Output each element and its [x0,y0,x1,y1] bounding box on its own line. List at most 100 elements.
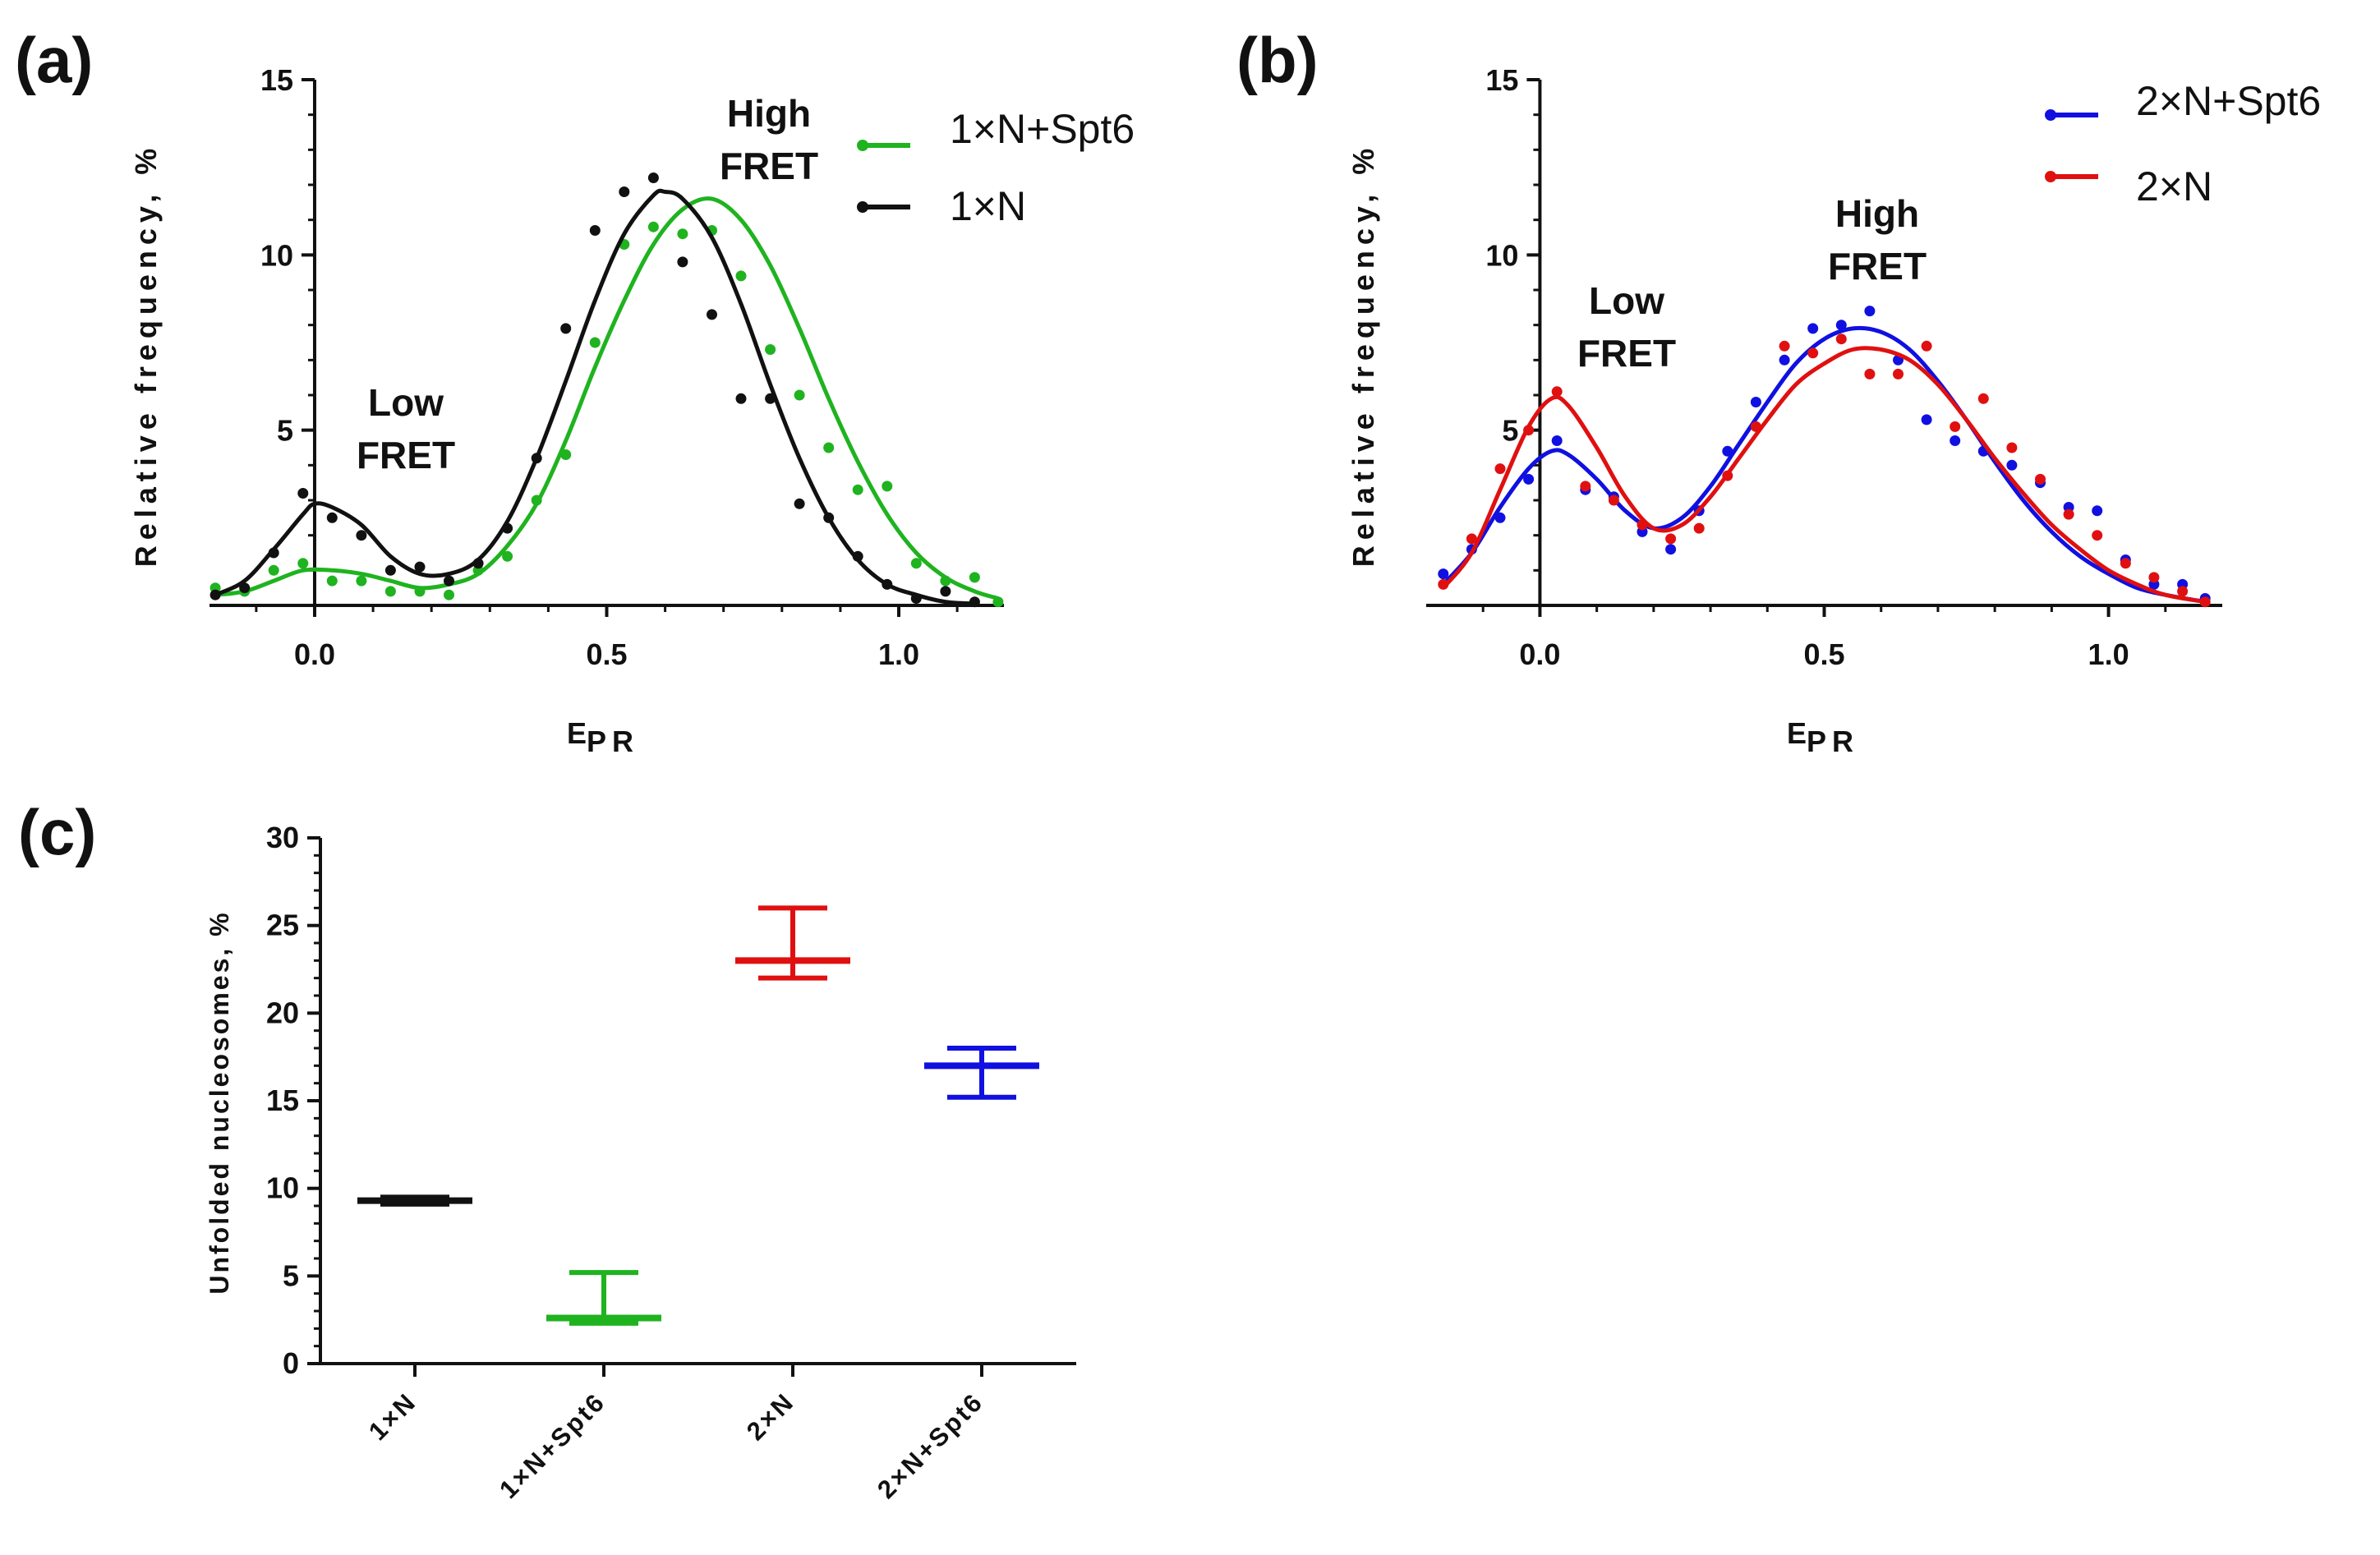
chart-c-category-label-2xn: 2×N [741,1387,800,1446]
chart-a-fit-line-1xn-spt6 [214,196,999,600]
chart-a-point-1xn-spt6 [677,228,688,240]
chart-c-group-1xn [357,1194,472,1207]
chart-c-category-label-1xn-spt6: 1×N+Spt6 [494,1387,611,1504]
chart-b-annotation-low-fret-line2: FRET [1577,332,1676,375]
chart-b-point-2xn-spt6 [1950,435,1961,446]
chart-a-point-1xn [502,522,513,534]
chart-a-point-1xn-spt6 [356,575,367,587]
chart-b-point-2xn [2006,442,2018,453]
chart-b-point-2xn-spt6 [1864,306,1876,317]
chart-c-axes: 0 5 10 15 20 25 30 1×N 1×N+Spt6 2×N 2×N+Spt6 [266,821,1076,1504]
chart-b-legend: 2×N+Spt6 2×N [2045,78,2321,209]
chart-c-y-tick-label: 20 [266,996,299,1029]
chart-c-y-tick-label: 30 [266,821,299,854]
chart-a-point-1xn [560,323,572,334]
chart-b-legend-label-2xn: 2×N [2136,163,2212,209]
chart-a-point-1xn [531,453,542,464]
chart-c-y-tick-label: 10 [266,1171,299,1205]
chart-c-category-label-2xn-spt6: 2×N+Spt6 [872,1387,989,1504]
chart-a-point-1xn [910,593,922,604]
chart-b-fit-line-2xn-spt6 [1441,325,2206,605]
chart-c: 0 5 10 15 20 25 30 1×N 1×N+Spt6 2×N 2×N+Spt6 Unfol… [205,821,1076,1504]
chart-a-point-1xn [472,558,484,569]
chart-a-point-1xn-spt6 [882,481,893,492]
chart-a-point-1xn [209,589,221,600]
chart-a-xlabel-subscript: PR [587,725,639,758]
chart-a-point-1xn [444,575,454,587]
chart-a-point-1xn-spt6 [502,550,513,562]
chart-b-point-2xn [1693,522,1705,534]
chart-a-point-1xn [852,550,863,562]
chart-b-x-tick-label: 1.0 [2088,637,2129,671]
chart-a-axes: 0.0 0.5 1.0 5 10 15 [209,63,1004,671]
chart-a-point-1xn-spt6 [765,344,776,355]
chart-a-point-1xn-spt6 [384,586,396,597]
chart-b-annotation-high-fret-line1: High [1835,192,1919,235]
chart-a-point-1xn [326,512,338,523]
chart-c-y-tick-label: 25 [266,909,299,942]
chart-b-xlabel-subscript: PR [1807,725,1859,758]
chart-b-ylabel: Relative frequency, % [1347,143,1380,567]
panel-label-c: (c) [18,796,96,868]
chart-a-legend: 1×N+Spt6 1×N [857,106,1135,229]
chart-b-point-2xn-spt6 [1494,512,1506,523]
chart-a-xlabel: E [567,716,592,750]
chart-a-legend-label-1xn-spt6: 1×N+Spt6 [950,106,1135,152]
chart-b-point-2xn-spt6 [1665,544,1677,555]
chart-a-point-1xn-spt6 [647,221,659,232]
chart-b: 0.0 0.5 1.0 5 10 15 Relative frequency, % E P… [1347,63,2321,758]
chart-b-point-2xn [2120,558,2131,569]
chart-b-point-2xn-spt6 [1835,320,1847,331]
chart-a-point-1xn-spt6 [969,572,980,583]
chart-c-y-tick-label: 0 [283,1346,299,1380]
chart-b-point-2xn-spt6 [1523,473,1535,485]
chart-a-legend-marker-1xn [857,201,868,213]
chart-b-point-2xn-spt6 [1551,435,1563,446]
chart-a-x-tick-label: 1.0 [878,637,919,671]
chart-a-point-1xn [589,225,601,236]
chart-a-point-1xn-spt6 [326,575,338,587]
chart-c-group-2xn [735,905,850,981]
chart-a-ylabel: Relative frequency, % [129,143,163,567]
chart-b-fit-line-2xn [1441,346,2206,605]
chart-b-x-tick-label: 0.5 [1803,637,1844,671]
chart-a-point-1xn-spt6 [444,589,454,600]
chart-b-point-2xn [1722,470,1733,481]
chart-a-point-1xn [619,186,630,197]
chart-c-y-tick-label: 15 [266,1083,299,1117]
chart-a-point-1xn [268,547,279,559]
chart-c-plot-area [357,905,1039,1326]
chart-a-point-1xn [647,173,659,183]
chart-b-legend-marker-2xn [2045,171,2056,182]
chart-b-point-2xn [1977,393,1989,404]
chart-a-legend-item-1xn-spt6: 1×N+Spt6 [857,106,1135,152]
chart-a-point-1xn-spt6 [735,270,747,282]
chart-a-annotation-low-fret-line1: Low [368,381,444,424]
chart-a-point-1xn [882,578,893,590]
chart-a-annotation-high-fret-line1: High [727,92,811,135]
chart-a-annotation-low-fret-line2: FRET [357,434,455,476]
chart-b-legend-item-2xn: 2×N [2045,163,2212,209]
chart-a-point-1xn-spt6 [823,442,835,453]
chart-b-annotation-high-fret-line2: FRET [1828,245,1927,288]
chart-b-plot-area [1438,306,2211,608]
chart-b-point-2xn [1750,421,1761,432]
chart-b-y-tick-label: 5 [1502,414,1518,448]
chart-a-y-tick-label: 10 [260,238,293,272]
chart-b-point-2xn [1608,495,1619,506]
chart-a-point-1xn-spt6 [940,575,951,587]
chart-b-point-2xn-spt6 [1438,568,1449,580]
chart-b-y-tick-label: 15 [1485,63,1518,97]
chart-b-point-2xn [2148,572,2160,583]
chart-a-point-1xn-spt6 [268,564,279,576]
chart-a-legend-marker-1xn-spt6 [857,140,868,151]
chart-a-point-1xn [414,561,426,573]
chart-c-category-label-1xn: 1×N [363,1387,422,1446]
chart-c-group-2xn-spt6 [924,1046,1039,1100]
chart-a-point-1xn [707,309,717,320]
chart-b-point-2xn [1523,425,1535,436]
chart-a-point-1xn [735,393,747,404]
chart-a-point-1xn-spt6 [531,495,542,506]
chart-b-x-tick-label: 0.0 [1519,637,1560,671]
chart-b-point-2xn [1893,368,1904,380]
